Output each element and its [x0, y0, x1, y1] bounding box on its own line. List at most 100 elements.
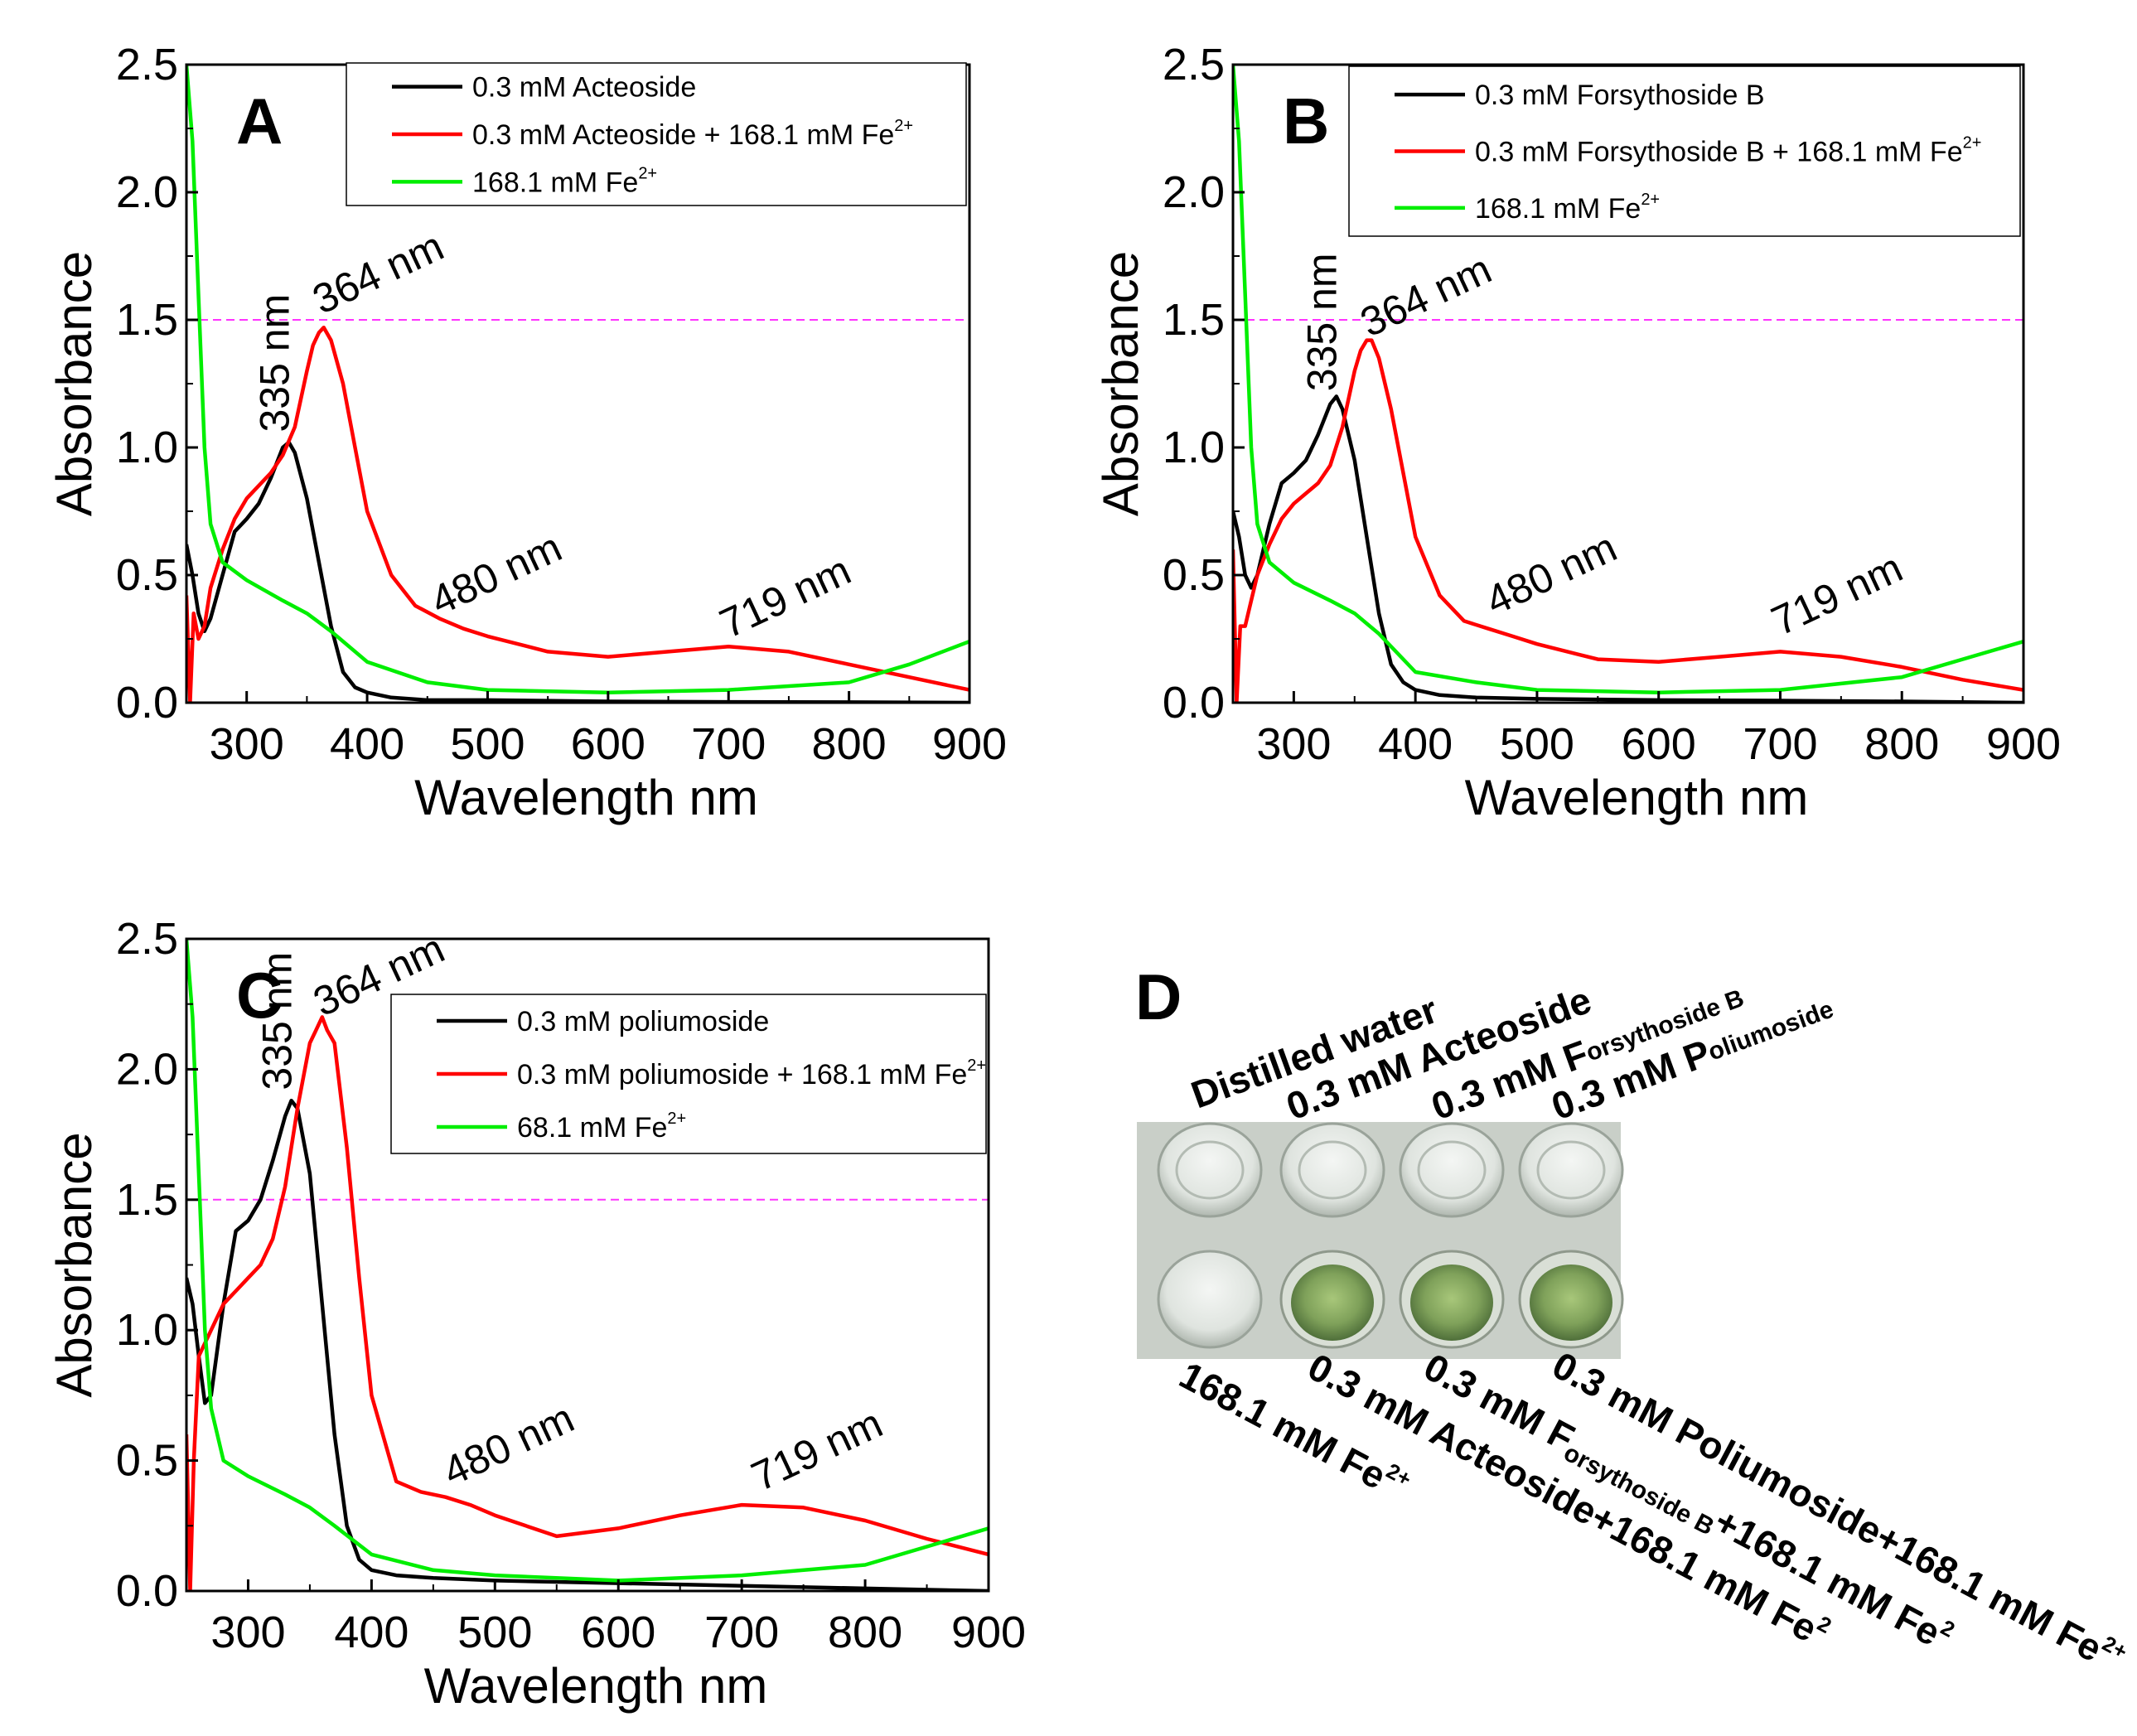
series-group [186, 65, 969, 703]
legend-label-main: 0.3 mM Forsythoside B [1475, 80, 1765, 111]
y-tick-label: 0.5 [1163, 550, 1225, 600]
x-tick-label: 500 [450, 719, 525, 769]
y-tick-label: 0.0 [1163, 678, 1225, 728]
panel-letter: A [236, 85, 283, 157]
y-axis-title: Absorbance [1093, 251, 1148, 516]
top-row-well-clear [1518, 1122, 1624, 1218]
legend-label: 0.3 mM poliumoside [517, 1006, 769, 1037]
bottom-row-well-green [1291, 1265, 1374, 1341]
legend-label: 0.3 mM Acteoside + 168.1 mM Fe2+ [472, 117, 913, 151]
x-tick-label: 900 [1986, 719, 2061, 769]
y-tick-label: 0.0 [116, 1566, 178, 1616]
y-tick-label: 2.5 [116, 914, 178, 964]
series-line-red [1233, 338, 2023, 703]
x-tick-label: 900 [932, 719, 1007, 769]
series-line-green [186, 939, 989, 1583]
y-tick-label: 2.0 [1163, 167, 1225, 217]
x-axis-title: Wavelength nm [414, 770, 758, 825]
x-tick-label: 700 [1743, 719, 1817, 769]
y-tick-label: 1.0 [116, 423, 178, 472]
y-tick-label: 1.5 [1163, 295, 1225, 345]
x-tick-label: 600 [581, 1608, 655, 1657]
legend-label-superscript: 2+ [638, 164, 657, 182]
legend-label-main: 0.3 mM poliumoside + 168.1 mM Fe [517, 1059, 967, 1090]
x-tick-label: 400 [1378, 719, 1453, 769]
top-row-well-rim [1417, 1140, 1487, 1200]
legend-label-main: 68.1 mM Fe [517, 1112, 667, 1144]
legend-label: 0.3 mM Forsythoside B + 168.1 mM Fe2+ [1475, 134, 1981, 168]
bottom-row-well-green [1410, 1265, 1493, 1341]
legend-label: 0.3 mM Forsythoside B [1475, 80, 1765, 111]
x-axis-title: Wavelength nm [424, 1658, 768, 1714]
bottom-row-well-clear [1157, 1250, 1263, 1349]
y-tick-label: 1.0 [116, 1305, 178, 1355]
legend-label: 168.1 mM Fe2+ [472, 164, 657, 198]
x-tick-label: 600 [1622, 719, 1696, 769]
series-line-red [186, 325, 969, 703]
y-tick-label: 1.0 [1163, 423, 1225, 472]
x-tick-label: 700 [691, 719, 766, 769]
legend-label-superscript: 2+ [1641, 191, 1660, 209]
panel-letter: C [236, 959, 283, 1032]
legend-label-superscript: 2+ [667, 1110, 686, 1128]
legend-label-main: 168.1 mM Fe [1475, 193, 1641, 225]
legend-label-main: 0.3 mM poliumoside [517, 1006, 769, 1037]
y-tick-label: 2.5 [116, 40, 178, 89]
x-tick-label: 800 [812, 719, 887, 769]
bottom-row-well-green [1530, 1265, 1612, 1341]
panel-b-chart: 300 400 500 600 700 800 900 0.0 0.5 1.0 1.5 2.0 2.5 W… [1093, 40, 2061, 825]
y-tick-label: 0.5 [116, 550, 178, 600]
y-tick-label: 1.5 [116, 1175, 178, 1225]
x-tick-label: 500 [1500, 719, 1574, 769]
y-axis-title: Absorbance [46, 251, 102, 516]
legend-label-main: 0.3 mM Acteoside [472, 72, 696, 104]
peak-annotation: 335 nm [254, 952, 301, 1090]
x-tick-label: 300 [210, 719, 284, 769]
x-tick-label: 300 [1256, 719, 1331, 769]
y-tick-label: 2.5 [1163, 40, 1225, 89]
x-tick-label: 400 [330, 719, 404, 769]
peak-annotation: 335 nm [252, 294, 298, 433]
legend-label-main: 168.1 mM Fe [472, 167, 638, 198]
y-tick-label: 1.5 [116, 295, 178, 345]
x-tick-label: 700 [704, 1608, 779, 1657]
top-row-well-clear [1157, 1122, 1263, 1218]
top-row-well-rim [1175, 1140, 1245, 1200]
series-line-black [186, 1098, 989, 1591]
y-axis-title: Absorbance [46, 1132, 102, 1397]
series-line-black [186, 440, 969, 703]
x-tick-label: 400 [334, 1608, 409, 1657]
series-group [186, 939, 989, 1591]
x-tick-label: 800 [828, 1608, 902, 1657]
legend-label: 0.3 mM Acteoside [472, 72, 696, 104]
top-row-well-clear [1279, 1122, 1385, 1218]
y-tick-label: 2.0 [116, 167, 178, 217]
series-line-green [1233, 65, 2023, 694]
x-tick-label: 800 [1864, 719, 1939, 769]
x-tick-label: 300 [210, 1608, 285, 1657]
legend-label: 0.3 mM poliumoside + 168.1 mM Fe2+ [517, 1057, 986, 1090]
legend-label: 68.1 mM Fe2+ [517, 1110, 686, 1144]
y-tick-label: 0.0 [116, 678, 178, 728]
legend-label: 168.1 mM Fe2+ [1475, 191, 1660, 225]
x-axis-title: Wavelength nm [1465, 770, 1809, 825]
top-row-well-rim [1536, 1140, 1606, 1200]
y-tick-label: 2.0 [116, 1044, 178, 1094]
panel-d-letter: D [1135, 960, 1182, 1033]
series-line-green [186, 65, 969, 694]
legend-label-superscript: 2+ [894, 117, 913, 135]
panel-a-chart: 300 400 500 600 700 800 900 0.0 0.5 1.0 1.5 2.0 2.5 W… [46, 40, 1007, 825]
legend-label-main: 0.3 mM Forsythoside B + 168.1 mM Fe [1475, 137, 1963, 168]
legend-label-superscript: 2+ [967, 1057, 986, 1075]
top-row-well-clear [1399, 1122, 1505, 1218]
peak-annotation: 335 nm [1299, 253, 1346, 391]
x-tick-label: 900 [951, 1608, 1026, 1657]
panel-letter: B [1283, 85, 1329, 157]
legend-label-superscript: 2+ [1963, 134, 1982, 152]
series-line-red [186, 1015, 989, 1591]
x-tick-label: 600 [571, 719, 645, 769]
top-row-well-rim [1298, 1140, 1367, 1200]
series-group [1233, 65, 2023, 703]
